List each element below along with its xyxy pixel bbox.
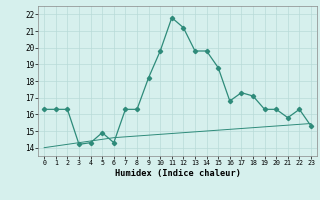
X-axis label: Humidex (Indice chaleur): Humidex (Indice chaleur)	[115, 169, 241, 178]
